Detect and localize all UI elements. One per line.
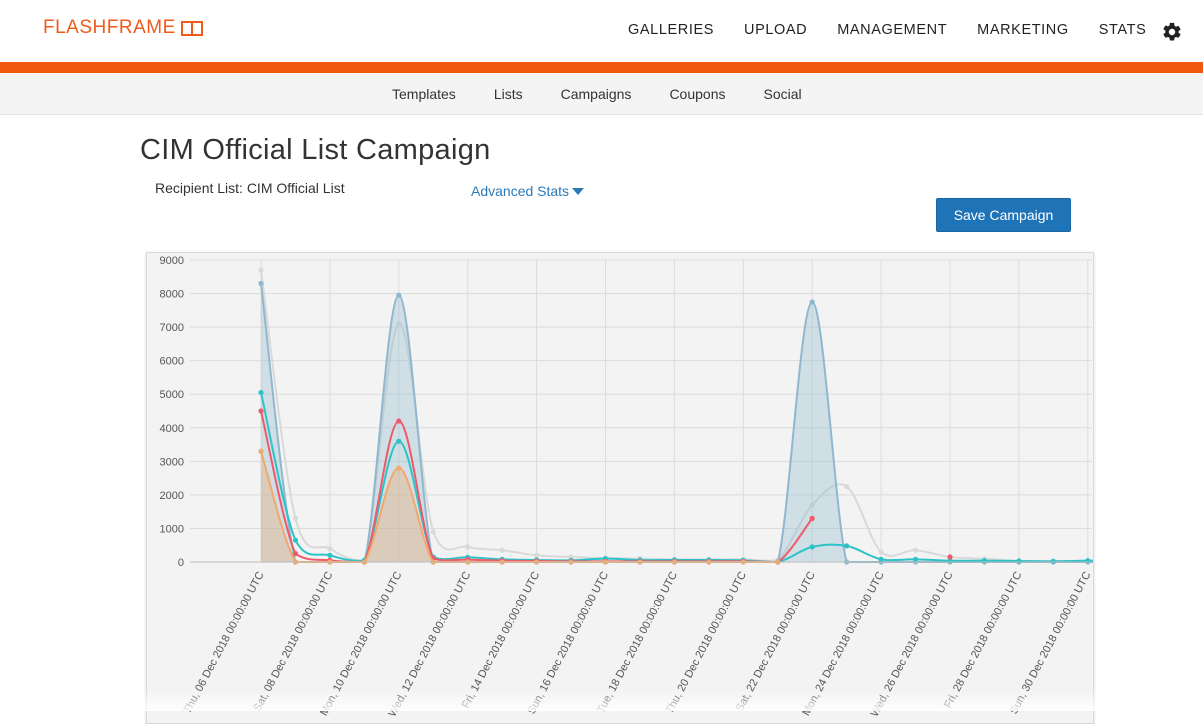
series-0-point <box>912 547 919 553</box>
x-tick-label: Mon, 24 Dec 2018 00:00:00 UTC <box>800 570 886 718</box>
main-nav: GALLERIES UPLOAD MANAGEMENT MARKETING ST… <box>628 22 1176 38</box>
x-tick-label: Fri, 14 Dec 2018 00:00:00 UTC <box>460 570 542 711</box>
y-tick-label: 5000 <box>160 389 184 401</box>
x-tick-label: Sat, 08 Dec 2018 00:00:00 UTC <box>251 570 335 714</box>
page-title: CIM Official List Campaign <box>140 134 491 166</box>
x-tick-label: Tue, 18 Dec 2018 00:00:00 UTC <box>595 570 680 716</box>
series-1-point <box>396 292 402 298</box>
y-tick-label: 8000 <box>160 289 184 301</box>
subnav-lists[interactable]: Lists <box>493 86 523 102</box>
subnav-coupons[interactable]: Coupons <box>669 86 726 102</box>
series-3-point <box>292 551 299 557</box>
subnav-campaigns[interactable]: Campaigns <box>560 86 632 102</box>
series-2-point <box>809 544 815 550</box>
flashframe-logo[interactable]: FLASHFRAME <box>43 17 203 39</box>
series-2-point <box>258 389 264 396</box>
y-tick-label: 7000 <box>160 322 184 334</box>
series-4-point <box>396 465 402 471</box>
y-tick-label: 0 <box>178 557 184 569</box>
x-tick-label: Wed, 26 Dec 2018 00:00:00 UTC <box>869 570 956 719</box>
nav-galleries[interactable]: GALLERIES <box>628 22 714 38</box>
save-campaign-button[interactable]: Save Campaign <box>936 198 1071 232</box>
series-0-point <box>292 515 299 521</box>
series-2-point <box>878 556 884 562</box>
series-2-point <box>396 438 402 444</box>
nav-marketing[interactable]: MARKETING <box>977 22 1069 38</box>
series-3-point <box>947 554 953 560</box>
series-2-point <box>844 543 850 549</box>
x-tick-label: Sun, 30 Dec 2018 00:00:00 UTC <box>1008 570 1093 717</box>
y-tick-label: 1000 <box>160 523 184 535</box>
recipient-list-label: Recipient List: CIM Official List <box>155 180 345 196</box>
series-2-point <box>912 556 919 562</box>
series-1-point <box>258 280 264 287</box>
series-3-point <box>396 418 402 424</box>
y-tick-label: 9000 <box>160 255 184 267</box>
plot-area <box>190 260 1092 562</box>
series-3-point <box>258 408 264 414</box>
subnav-templates[interactable]: Templates <box>392 86 456 102</box>
x-tick-label: Sun, 16 Dec 2018 00:00:00 UTC <box>526 570 612 717</box>
series-0-line <box>260 269 1093 563</box>
series-3-point <box>809 515 815 521</box>
series-0-point <box>878 549 884 555</box>
series-0-point <box>844 483 850 490</box>
chart-svg: 0 1000 2000 3000 4000 5000 6000 7000 8000 9000 Thu… <box>160 255 1093 719</box>
nav-upload[interactable]: UPLOAD <box>744 22 808 38</box>
series-0-point <box>258 267 264 273</box>
gear-icon[interactable] <box>1161 21 1183 43</box>
x-tick-label: Mon, 10 Dec 2018 00:00:00 UTC <box>318 570 404 718</box>
series-2-point <box>292 537 299 543</box>
series-2-point <box>327 552 333 558</box>
subnav-social[interactable]: Social <box>763 86 802 102</box>
x-tick-label: Sat, 22 Dec 2018 00:00:00 UTC <box>734 570 818 714</box>
sub-nav: Templates Lists Campaigns Coupons Social <box>0 73 1203 115</box>
y-tick-label: 2000 <box>160 490 184 502</box>
x-tick-label: Thu, 20 Dec 2018 00:00:00 UTC <box>664 570 749 716</box>
series-0-point <box>396 321 402 327</box>
y-tick-label: 6000 <box>160 356 184 368</box>
series-0-point <box>534 552 540 558</box>
series-0-point <box>327 545 333 552</box>
series-0-point <box>430 529 436 535</box>
nav-stats[interactable]: STATS <box>1098 22 1147 38</box>
campaign-stats-chart: 0 1000 2000 3000 4000 5000 6000 7000 8000 9000 Thu… <box>146 252 1094 724</box>
series-4-point <box>258 448 264 454</box>
logo-frame-icon <box>180 20 203 36</box>
accent-bar <box>0 62 1203 73</box>
nav-management[interactable]: MANAGEMENT <box>837 22 948 38</box>
advanced-stats-label: Advanced Stats <box>471 183 570 199</box>
logo-text: FLASHFRAME <box>43 17 176 38</box>
caret-down-icon <box>572 187 585 195</box>
series-2-point <box>1050 558 1056 564</box>
series-2-point <box>1016 558 1022 564</box>
series-1-point <box>809 299 815 305</box>
x-tick-label: Fri, 28 Dec 2018 00:00:00 UTC <box>942 570 1024 711</box>
top-navbar: FLASHFRAME GALLERIES UPLOAD MANAGEMENT M… <box>0 0 1203 62</box>
advanced-stats-toggle[interactable]: Advanced Stats <box>471 183 585 199</box>
x-tick-label: Wed, 12 Dec 2018 00:00:00 UTC <box>386 570 473 719</box>
x-tick-label: Thu, 06 Dec 2018 00:00:00 UTC <box>181 570 266 716</box>
y-tick-label: 4000 <box>160 423 184 435</box>
series-0-point <box>465 544 471 550</box>
series-0-point <box>809 502 815 508</box>
series-0-point <box>499 547 505 553</box>
y-tick-label: 3000 <box>160 456 184 468</box>
series-4-area <box>261 451 778 562</box>
